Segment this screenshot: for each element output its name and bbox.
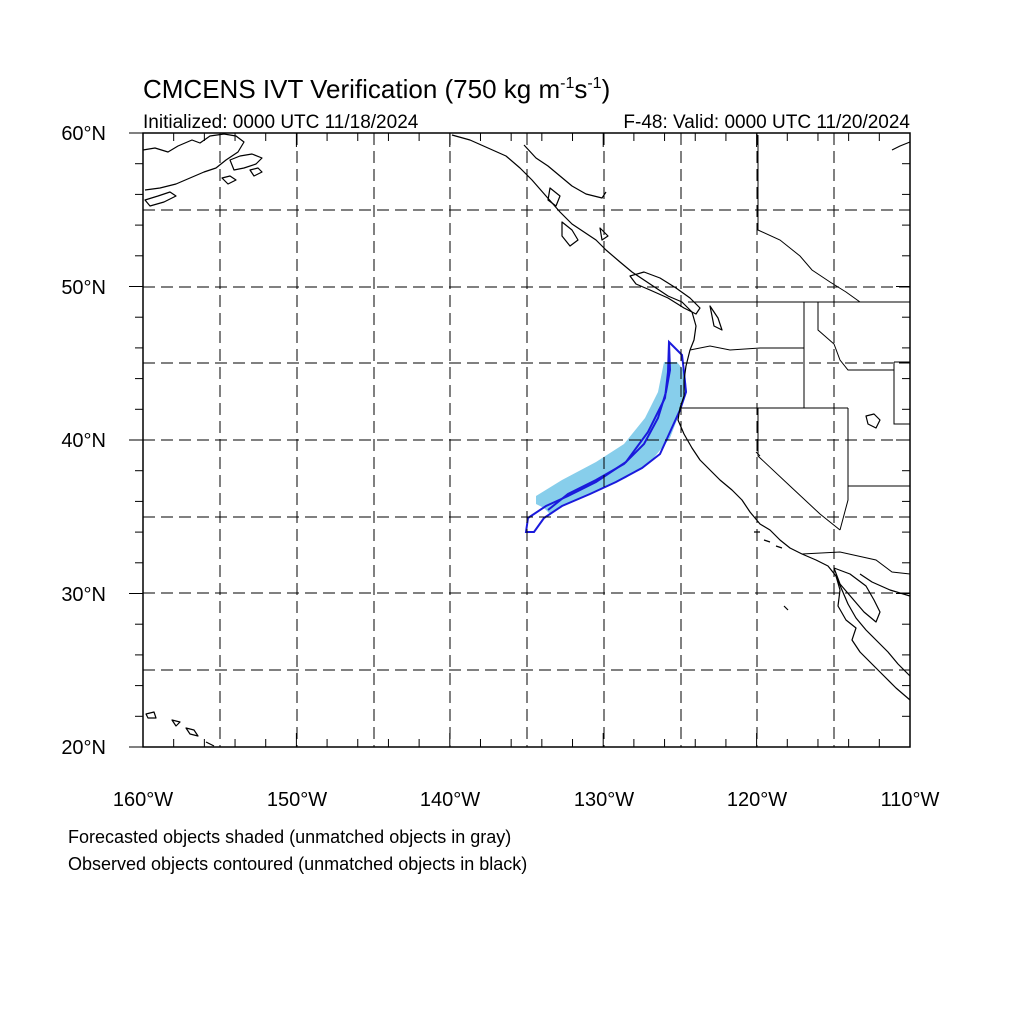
footer-observed-note: Observed objects contoured (unmatched ob… bbox=[68, 854, 527, 874]
political-borders bbox=[680, 135, 911, 575]
lat-label: 30°N bbox=[61, 584, 106, 606]
lon-label: 150°W bbox=[267, 789, 327, 811]
lon-label: 130°W bbox=[574, 789, 634, 811]
valid-time-label: F-48: Valid: 0000 UTC 11/20/2024 bbox=[623, 112, 910, 133]
lon-label: 140°W bbox=[420, 789, 480, 811]
footer-forecast-note: Forecasted objects shaded (unmatched obj… bbox=[68, 827, 511, 847]
latitude-labels: 60°N 50°N 40°N 30°N 20°N bbox=[61, 123, 106, 759]
longitude-labels: 160°W 150°W 140°W 130°W 120°W 110°W bbox=[113, 789, 940, 811]
axis-ticks bbox=[129, 132, 911, 748]
lat-label: 20°N bbox=[61, 737, 106, 759]
lon-label: 110°W bbox=[881, 789, 940, 811]
lat-label: 60°N bbox=[61, 123, 106, 145]
forecast-object-shaded bbox=[536, 362, 687, 514]
lat-label: 40°N bbox=[61, 430, 106, 452]
lat-label: 50°N bbox=[61, 277, 106, 299]
lon-label: 120°W bbox=[727, 789, 787, 811]
initialized-label: Initialized: 0000 UTC 11/18/2024 bbox=[143, 112, 419, 133]
observed-object-contour bbox=[524, 339, 688, 533]
observed-object-axis bbox=[547, 341, 672, 511]
map-title: CMCENS IVT Verification (750 kg m-1s-1) bbox=[143, 74, 610, 104]
lon-label: 160°W bbox=[113, 789, 173, 811]
lat-lon-grid bbox=[143, 133, 910, 747]
